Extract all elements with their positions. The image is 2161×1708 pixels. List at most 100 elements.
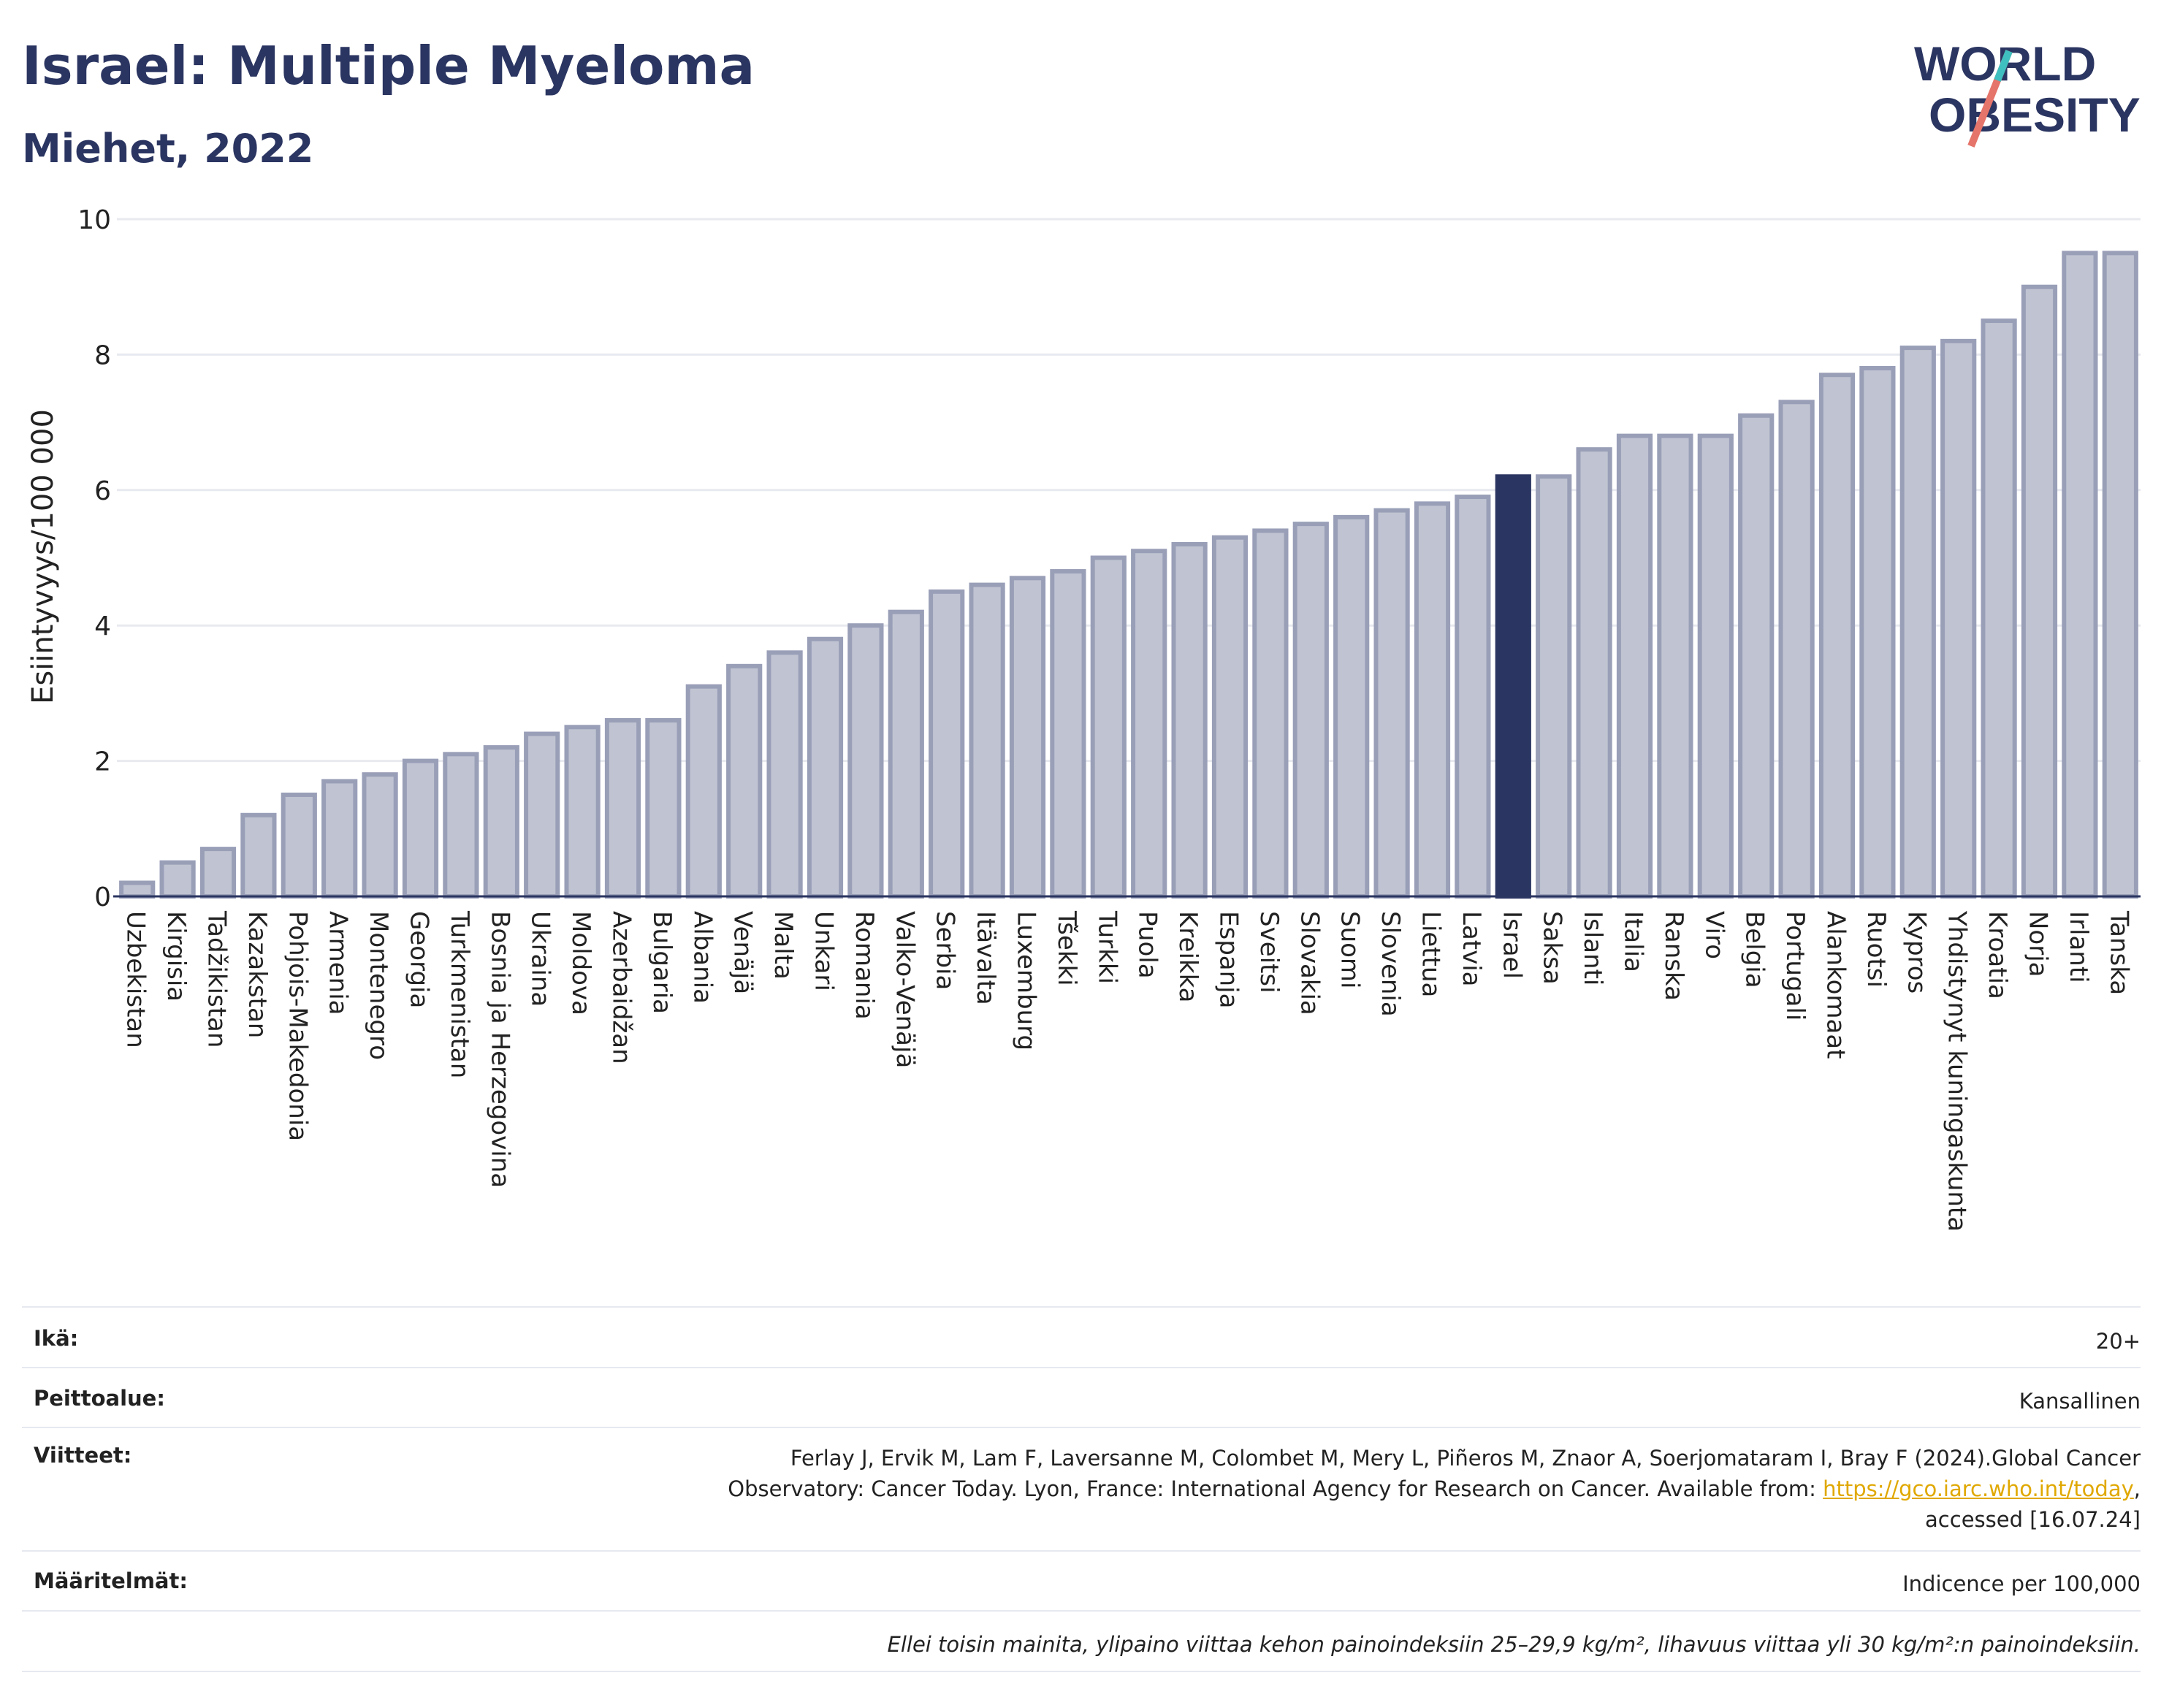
x-tick-label: Ukraina bbox=[526, 911, 555, 1007]
bar bbox=[888, 609, 924, 899]
bar bbox=[1211, 535, 1249, 899]
bar bbox=[645, 717, 682, 899]
x-tick-label: Belgia bbox=[1740, 911, 1769, 988]
x-tick-label: Albania bbox=[687, 911, 717, 1004]
x-tick-label: Ruotsi bbox=[1861, 911, 1891, 988]
bar bbox=[362, 772, 398, 899]
bar bbox=[159, 860, 196, 899]
bar-highlight bbox=[1495, 474, 1531, 899]
x-tick-label: Tšekki bbox=[1052, 910, 1081, 986]
y-tick-label: 10 bbox=[77, 205, 111, 235]
separator bbox=[22, 1610, 2141, 1612]
y-tick-label: 4 bbox=[94, 611, 111, 641]
x-tick-label: Unkari bbox=[809, 911, 839, 991]
references-line: Observatory: Cancer Today. Lyon, France:… bbox=[728, 1476, 2141, 1501]
x-tick-label: Kypros bbox=[1902, 911, 1931, 994]
x-tick-label: Luxemburg bbox=[1012, 911, 1041, 1051]
x-tick-label: Suomi bbox=[1335, 911, 1365, 989]
chart-subtitle: Miehet, 2022 bbox=[22, 126, 314, 172]
x-tick-label: Pohjois-Makedonia bbox=[283, 911, 312, 1141]
bar bbox=[199, 847, 237, 899]
footnote: Ellei toisin mainita, ylipaino viittaa k… bbox=[887, 1632, 2141, 1657]
svg-text:OBESITY: OBESITY bbox=[1929, 88, 2141, 142]
bar bbox=[564, 725, 601, 899]
bar bbox=[1131, 549, 1167, 899]
bar bbox=[1576, 447, 1612, 899]
world-obesity-logo: WORLD OBESITY bbox=[1914, 37, 2141, 148]
bar bbox=[685, 684, 722, 899]
bar bbox=[1292, 522, 1329, 899]
x-tick-label: Tanska bbox=[2104, 910, 2133, 995]
bar bbox=[1536, 474, 1572, 899]
x-tick-label: Valko-Venäjä bbox=[890, 911, 919, 1068]
bar bbox=[766, 650, 803, 899]
x-tick-label: Turkki bbox=[1092, 910, 1121, 984]
bar bbox=[1171, 541, 1208, 899]
bar bbox=[1333, 514, 1370, 899]
bar bbox=[483, 745, 519, 899]
x-axis-labels: Uzbekistan Kirgisia Tadžikistan Kazakstan Po… bbox=[121, 910, 2134, 1232]
bar bbox=[1616, 433, 1653, 899]
bar bbox=[726, 663, 763, 899]
bar bbox=[1050, 569, 1086, 899]
x-tick-label: Espanja bbox=[1214, 911, 1243, 1008]
coverage-label: Peittoalue: bbox=[34, 1386, 165, 1411]
bar bbox=[1009, 576, 1046, 899]
bar bbox=[2021, 284, 2058, 899]
x-tick-label: Latvia bbox=[1457, 911, 1486, 987]
age-label: Ikä: bbox=[34, 1326, 79, 1351]
bar bbox=[1940, 338, 1977, 899]
x-tick-label: Irlanti bbox=[2064, 911, 2093, 983]
bar bbox=[402, 758, 439, 899]
coverage-value: Kansallinen bbox=[2019, 1389, 2141, 1414]
bar bbox=[281, 792, 317, 899]
chart-title: Israel: Multiple Myeloma bbox=[22, 35, 755, 96]
x-tick-label: Moldova bbox=[566, 911, 595, 1015]
age-value: 20+ bbox=[2095, 1329, 2141, 1354]
x-tick-label: Israel bbox=[1497, 911, 1526, 979]
x-tick-label: Viro bbox=[1699, 911, 1729, 959]
bar bbox=[604, 717, 641, 899]
x-tick-label: Tadžikistan bbox=[202, 910, 232, 1048]
bars bbox=[119, 251, 2138, 899]
x-tick-label: Itävalta bbox=[971, 911, 1000, 1005]
references-line: Ferlay J, Ervik M, Lam F, Laversanne M, … bbox=[790, 1446, 2141, 1471]
bar-chart: 0 2 4 6 8 10 Uzbekistan Kirgisia Tadžikistan Kaz… bbox=[26, 205, 2141, 1232]
references-link[interactable]: https://gco.iarc.who.int/today bbox=[1823, 1476, 2134, 1501]
bar bbox=[1738, 413, 1775, 899]
x-tick-label: Islanti bbox=[1578, 911, 1607, 985]
x-tick-label: Venäjä bbox=[728, 911, 758, 994]
bar bbox=[1252, 528, 1289, 899]
x-tick-label: Serbia bbox=[931, 911, 960, 990]
x-tick-label: Turkmenistan bbox=[445, 910, 474, 1078]
bar bbox=[443, 752, 479, 899]
bar bbox=[1981, 319, 2017, 899]
bar bbox=[969, 582, 1005, 899]
y-tick-label: 0 bbox=[94, 882, 111, 912]
references-label: Viitteet: bbox=[34, 1443, 132, 1468]
x-tick-label: Kazakstan bbox=[243, 911, 272, 1038]
x-tick-label: Azerbaidžan bbox=[607, 911, 636, 1064]
bar bbox=[1899, 346, 1936, 899]
y-tick-label: 8 bbox=[94, 340, 111, 370]
bar bbox=[929, 589, 965, 899]
bar bbox=[1818, 373, 1856, 899]
bar bbox=[1455, 495, 1491, 899]
bar bbox=[807, 636, 844, 899]
bar bbox=[1373, 508, 1410, 899]
bar bbox=[1697, 433, 1734, 899]
x-tick-label: Kreikka bbox=[1173, 911, 1203, 1003]
x-tick-label: Romania bbox=[850, 911, 879, 1020]
separator bbox=[22, 1550, 2141, 1552]
x-tick-label: Uzbekistan bbox=[121, 911, 150, 1048]
x-tick-label: Montenegro bbox=[364, 911, 393, 1060]
bar bbox=[1414, 501, 1451, 899]
y-tick-label: 6 bbox=[94, 476, 111, 506]
y-axis-ticks: 0 2 4 6 8 10 bbox=[77, 205, 111, 912]
bar bbox=[1657, 433, 1693, 899]
definitions-value: Indicence per 100,000 bbox=[1902, 1571, 2141, 1596]
bar bbox=[847, 623, 884, 899]
references-value: Ferlay J, Ervik M, Lam F, Laversanne M, … bbox=[728, 1443, 2141, 1535]
x-tick-label: Portugali bbox=[1780, 911, 1810, 1021]
x-tick-label: Bosnia ja Herzegovina bbox=[485, 911, 514, 1188]
